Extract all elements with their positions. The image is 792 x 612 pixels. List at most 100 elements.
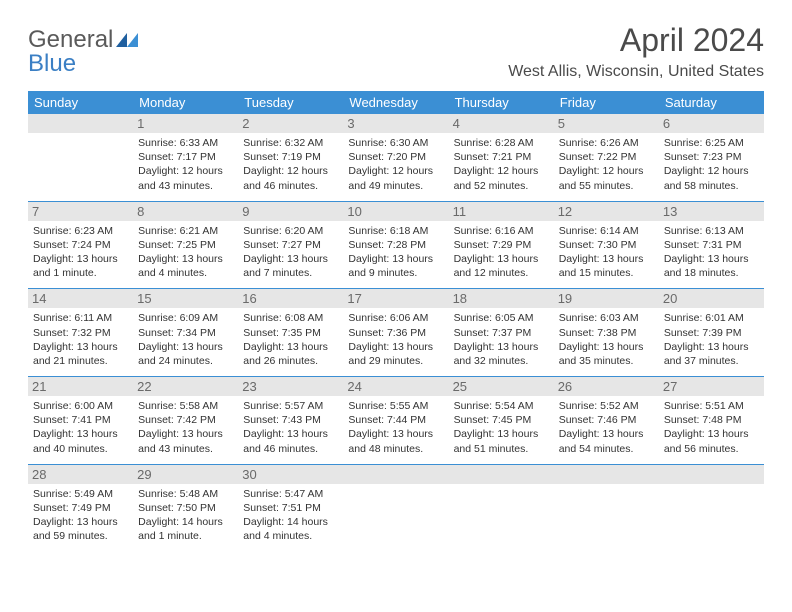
day-number: 20 [659,289,764,308]
day-details: Sunrise: 6:16 AMSunset: 7:29 PMDaylight:… [454,224,549,281]
day-number: 2 [238,114,343,133]
day-header: Wednesday [343,91,448,114]
day-number: 27 [659,377,764,396]
calendar-cell: 20Sunrise: 6:01 AMSunset: 7:39 PMDayligh… [659,289,764,377]
logo-part1: General [28,26,113,53]
calendar-cell: 30Sunrise: 5:47 AMSunset: 7:51 PMDayligh… [238,464,343,551]
calendar-cell: 19 Sunrise: 6:03 AMSunset: 7:38 PMDayligh… [554,289,659,377]
day-details: Sunrise: 6:06 AMSunset: 7:36 PMDaylight:… [348,311,443,368]
day-number: 9 [238,202,343,221]
day-details: Sunrise: 6:03 AMSunset: 7:38 PMDaylight:… [559,311,654,368]
day-details: Sunrise: 6:33 AMSunset: 7:17 PMDaylight:… [138,136,233,193]
calendar-cell: 22 Sunrise: 5:58 AMSunset: 7:42 PMDayligh… [133,377,238,465]
day-number: 14 [28,289,133,308]
day-number: 6 [659,114,764,133]
logo: General Blue [28,28,138,76]
day-details: Sunrise: 6:13 AMSunset: 7:31 PMDaylight:… [664,224,759,281]
day-details: Sunrise: 5:49 AMSunset: 7:49 PMDaylight:… [33,487,128,544]
day-details: Sunrise: 6:25 AMSunset: 7:23 PMDaylight:… [664,136,759,193]
calendar-cell: 14 Sunrise: 6:11 AMSunset: 7:32 PMDayligh… [28,289,133,377]
calendar-cell: 13 Sunrise: 6:13 AMSunset: 7:31 PMDayligh… [659,201,764,289]
calendar-cell: 17 Sunrise: 6:06 AMSunset: 7:36 PMDayligh… [343,289,448,377]
day-number: 21 [28,377,133,396]
calendar-cell: 1 Sunrise: 6:33 AMSunset: 7:17 PMDaylight… [133,114,238,201]
day-details: Sunrise: 6:09 AMSunset: 7:34 PMDaylight:… [138,311,233,368]
calendar-cell: 12Sunrise: 6:14 AMSunset: 7:30 PMDayligh… [554,201,659,289]
day-number: 17 [343,289,448,308]
day-number: 28 [28,465,133,484]
day-header: Monday [133,91,238,114]
day-number: 23 [238,377,343,396]
day-header: Sunday [28,91,133,114]
day-number: 22 [133,377,238,396]
day-details: Sunrise: 6:11 AMSunset: 7:32 PMDaylight:… [33,311,128,368]
calendar-cell: 3 Sunrise: 6:30 AMSunset: 7:20 PMDaylight… [343,114,448,201]
calendar-cell [554,464,659,551]
calendar-page: General Blue April 2024 West Allis, Wisc… [0,0,792,571]
day-details: Sunrise: 6:20 AMSunset: 7:27 PMDaylight:… [243,224,338,281]
day-number: 25 [449,377,554,396]
day-details: Sunrise: 5:48 AMSunset: 7:50 PMDaylight:… [138,487,233,544]
calendar-cell [28,114,133,201]
month-title: April 2024 [508,22,764,59]
calendar-cell: 27 Sunrise: 5:51 AMSunset: 7:48 PMDayligh… [659,377,764,465]
day-details: Sunrise: 6:26 AMSunset: 7:22 PMDaylight:… [559,136,654,193]
day-details: Sunrise: 5:47 AMSunset: 7:51 PMDaylight:… [243,487,338,544]
calendar-cell: 8Sunrise: 6:21 AMSunset: 7:25 PMDaylight… [133,201,238,289]
day-number: 24 [343,377,448,396]
calendar-cell: 6 Sunrise: 6:25 AMSunset: 7:23 PMDaylight… [659,114,764,201]
day-details: Sunrise: 6:14 AMSunset: 7:30 PMDaylight:… [559,224,654,281]
day-header: Tuesday [238,91,343,114]
day-details: Sunrise: 6:28 AMSunset: 7:21 PMDaylight:… [454,136,549,193]
calendar-table: SundayMondayTuesdayWednesdayThursdayFrid… [28,91,764,551]
calendar-cell: 2 Sunrise: 6:32 AMSunset: 7:19 PMDaylight… [238,114,343,201]
day-number: 13 [659,202,764,221]
logo-part2: Blue [28,50,76,77]
day-details: Sunrise: 6:32 AMSunset: 7:19 PMDaylight:… [243,136,338,193]
day-details: Sunrise: 5:57 AMSunset: 7:43 PMDaylight:… [243,399,338,456]
day-details: Sunrise: 5:51 AMSunset: 7:48 PMDaylight:… [664,399,759,456]
calendar-cell: 15 Sunrise: 6:09 AMSunset: 7:34 PMDayligh… [133,289,238,377]
calendar-cell: 28 Sunrise: 5:49 AMSunset: 7:49 PMDayligh… [28,464,133,551]
title-block: April 2024 West Allis, Wisconsin, United… [508,22,764,81]
day-details: Sunrise: 6:21 AMSunset: 7:25 PMDaylight:… [138,224,233,281]
day-number: 29 [133,465,238,484]
calendar-cell: 4 Sunrise: 6:28 AMSunset: 7:21 PMDaylight… [449,114,554,201]
calendar-cell: 21Sunrise: 6:00 AMSunset: 7:41 PMDayligh… [28,377,133,465]
day-details: Sunrise: 6:18 AMSunset: 7:28 PMDaylight:… [348,224,443,281]
calendar-cell [659,464,764,551]
day-number: 15 [133,289,238,308]
calendar-cell: 23 Sunrise: 5:57 AMSunset: 7:43 PMDayligh… [238,377,343,465]
day-number: 16 [238,289,343,308]
day-number: 4 [449,114,554,133]
day-details: Sunrise: 6:08 AMSunset: 7:35 PMDaylight:… [243,311,338,368]
calendar-cell: 5 Sunrise: 6:26 AMSunset: 7:22 PMDaylight… [554,114,659,201]
day-header: Thursday [449,91,554,114]
day-number: 1 [133,114,238,133]
empty-day [449,465,554,484]
day-number: 5 [554,114,659,133]
day-number: 3 [343,114,448,133]
calendar-cell: 29 Sunrise: 5:48 AMSunset: 7:50 PMDayligh… [133,464,238,551]
calendar-cell: 10 Sunrise: 6:18 AMSunset: 7:28 PMDayligh… [343,201,448,289]
day-details: Sunrise: 5:52 AMSunset: 7:46 PMDaylight:… [559,399,654,456]
calendar-cell: 11 Sunrise: 6:16 AMSunset: 7:29 PMDayligh… [449,201,554,289]
empty-day [554,465,659,484]
calendar-body: 1 Sunrise: 6:33 AMSunset: 7:17 PMDaylight… [28,114,764,551]
day-number: 11 [449,202,554,221]
day-number: 10 [343,202,448,221]
calendar-cell: 26Sunrise: 5:52 AMSunset: 7:46 PMDayligh… [554,377,659,465]
calendar-cell [343,464,448,551]
day-details: Sunrise: 6:30 AMSunset: 7:20 PMDaylight:… [348,136,443,193]
day-number: 7 [28,202,133,221]
calendar-head: SundayMondayTuesdayWednesdayThursdayFrid… [28,91,764,114]
calendar-cell: 7Sunrise: 6:23 AMSunset: 7:24 PMDaylight… [28,201,133,289]
day-number: 19 [554,289,659,308]
calendar-cell: 9 Sunrise: 6:20 AMSunset: 7:27 PMDaylight… [238,201,343,289]
day-details: Sunrise: 5:58 AMSunset: 7:42 PMDaylight:… [138,399,233,456]
calendar-cell [449,464,554,551]
header: General Blue April 2024 West Allis, Wisc… [28,22,764,81]
day-details: Sunrise: 5:54 AMSunset: 7:45 PMDaylight:… [454,399,549,456]
logo-mark-icon [116,33,138,47]
day-number: 18 [449,289,554,308]
